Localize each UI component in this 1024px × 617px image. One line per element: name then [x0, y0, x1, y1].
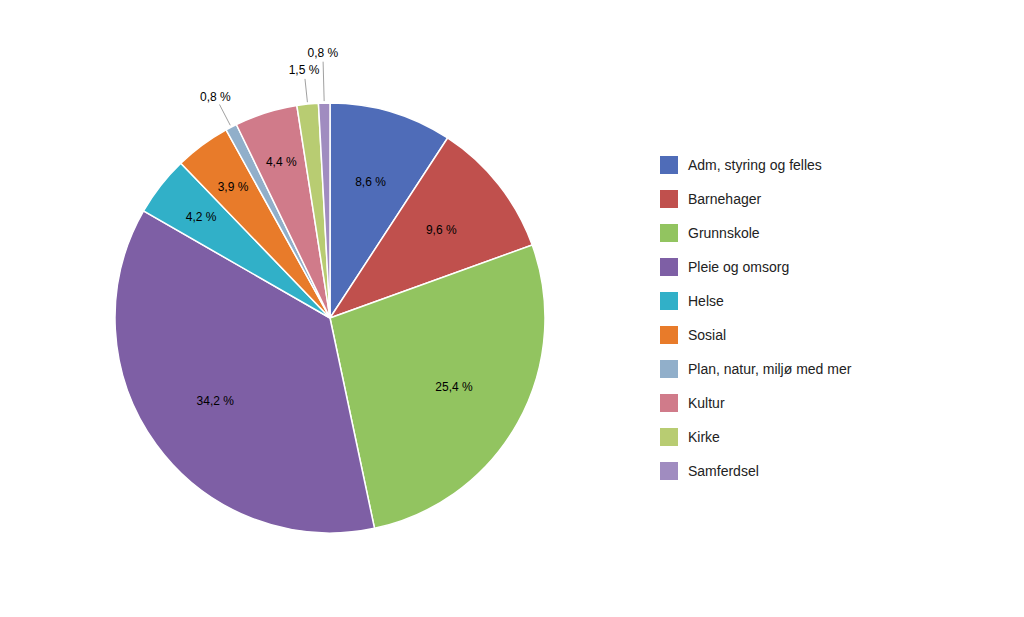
legend-label: Pleie og omsorg: [688, 259, 789, 275]
legend-swatch: [660, 258, 678, 276]
data-label: 1,5 %: [289, 63, 320, 77]
pie-slice: [318, 103, 330, 318]
legend-swatch: [660, 428, 678, 446]
chart: 8,6 % 9,6 % 25,4 % 34,2 % 4,2 % 3,9 % 0,8 % 4,4…: [0, 0, 1024, 617]
data-label: 9,6 %: [426, 223, 457, 237]
legend-swatch: [660, 190, 678, 208]
leader-line: [323, 62, 324, 101]
legend-swatch: [660, 326, 678, 344]
data-label: 8,6 %: [355, 175, 386, 189]
legend-label: Grunnskole: [688, 225, 760, 241]
leader-line: [305, 79, 307, 102]
legend-label: Plan, natur, miljø med mer: [688, 361, 852, 377]
data-label: 3,9 %: [218, 180, 249, 194]
legend-label: Samferdsel: [688, 463, 759, 479]
data-label: 4,2 %: [186, 210, 217, 224]
data-labels: 8,6 % 9,6 % 25,4 % 34,2 % 4,2 % 3,9 % 0,8 % 4,4…: [186, 46, 473, 409]
legend-label: Sosial: [688, 327, 726, 343]
data-label: 0,8 %: [200, 90, 231, 104]
legend-swatch: [660, 462, 678, 480]
data-label: 25,4 %: [435, 380, 473, 394]
legend-label: Adm, styring og felles: [688, 157, 822, 173]
legend-swatch: [660, 156, 678, 174]
legend-swatch: [660, 224, 678, 242]
pie-slice: [297, 103, 330, 318]
slices: [115, 103, 545, 533]
legend-swatch: [660, 394, 678, 412]
leader-line: [219, 105, 230, 126]
legend-label: Kirke: [688, 429, 720, 445]
legend-swatch: [660, 292, 678, 310]
data-label: 34,2 %: [197, 394, 235, 408]
legend-label: Kultur: [688, 395, 725, 411]
data-label: 4,4 %: [266, 155, 297, 169]
legend-label: Barnehager: [688, 191, 762, 207]
legend: Adm, styring og felles Barnehager Grunnsko…: [660, 156, 852, 480]
legend-swatch: [660, 360, 678, 378]
legend-label: Helse: [688, 293, 724, 309]
data-label: 0,8 %: [308, 46, 339, 60]
